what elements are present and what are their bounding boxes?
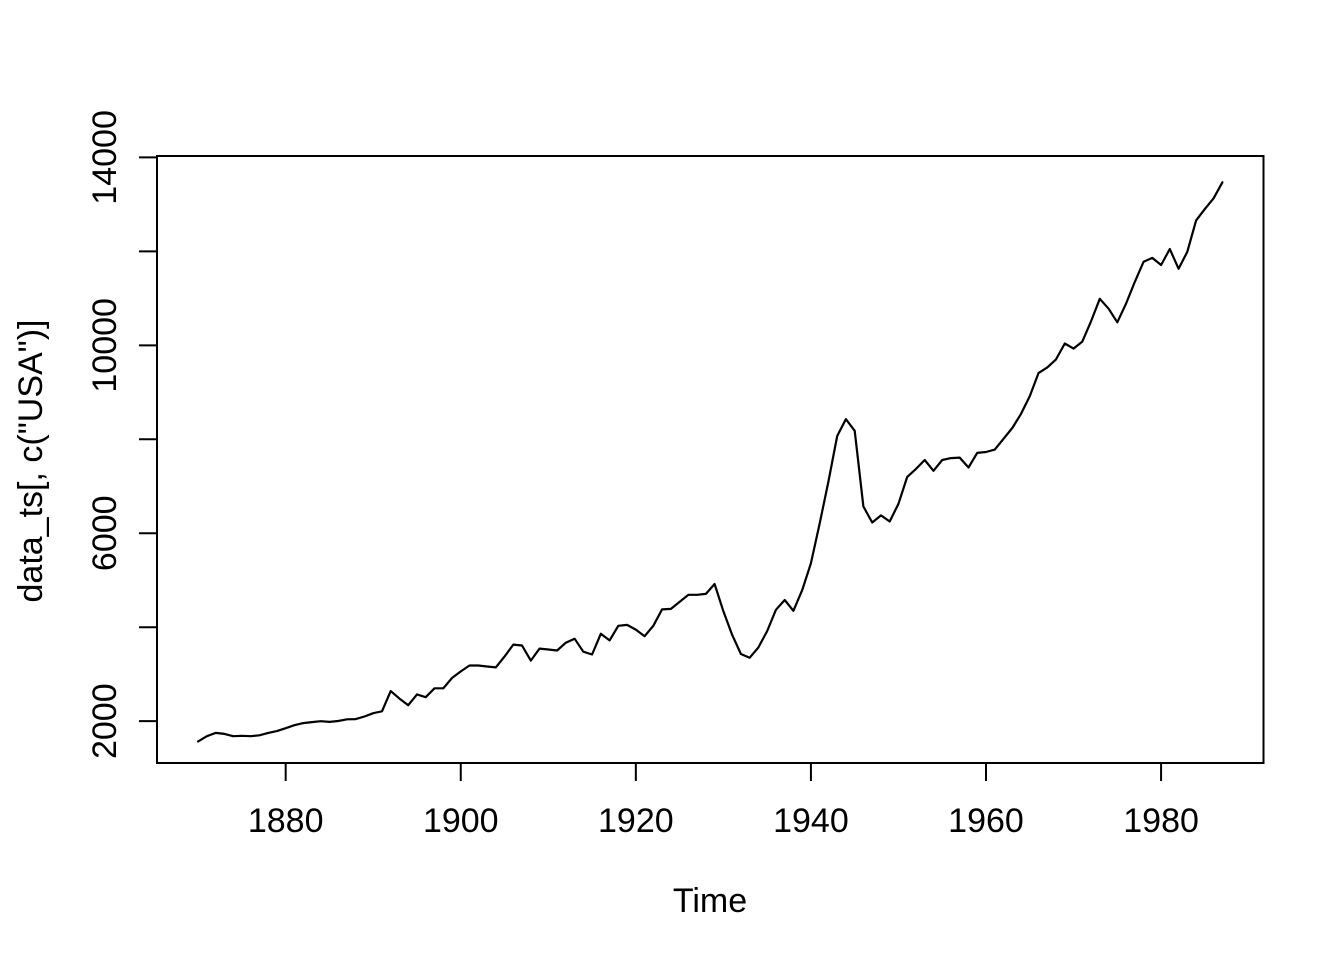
y-tick-label: 6000 xyxy=(86,495,124,571)
y-tick-label: 14000 xyxy=(86,110,124,205)
x-tick-label: 1980 xyxy=(1123,802,1199,840)
y-axis-title: data_ts[, c("USA")] xyxy=(12,319,50,602)
usa-series-line xyxy=(197,181,1224,743)
x-tick-label: 1880 xyxy=(248,802,324,840)
x-tick-label: 1900 xyxy=(423,802,499,840)
y-tick-label: 2000 xyxy=(86,683,124,759)
x-tick-label: 1960 xyxy=(948,802,1024,840)
y-axis-ticks xyxy=(139,156,157,723)
x-axis-title: Time xyxy=(673,882,747,920)
y-tick-label: 10000 xyxy=(86,298,124,393)
x-tick-label: 1920 xyxy=(598,802,674,840)
x-axis-ticks xyxy=(284,763,1163,781)
x-axis-tick-labels: 1880 1900 1920 1940 1960 1980 xyxy=(248,802,1199,840)
y-axis-tick-labels: 2000 6000 10000 14000 xyxy=(86,110,124,759)
plot-box xyxy=(156,155,1265,764)
x-tick-label: 1940 xyxy=(773,802,849,840)
